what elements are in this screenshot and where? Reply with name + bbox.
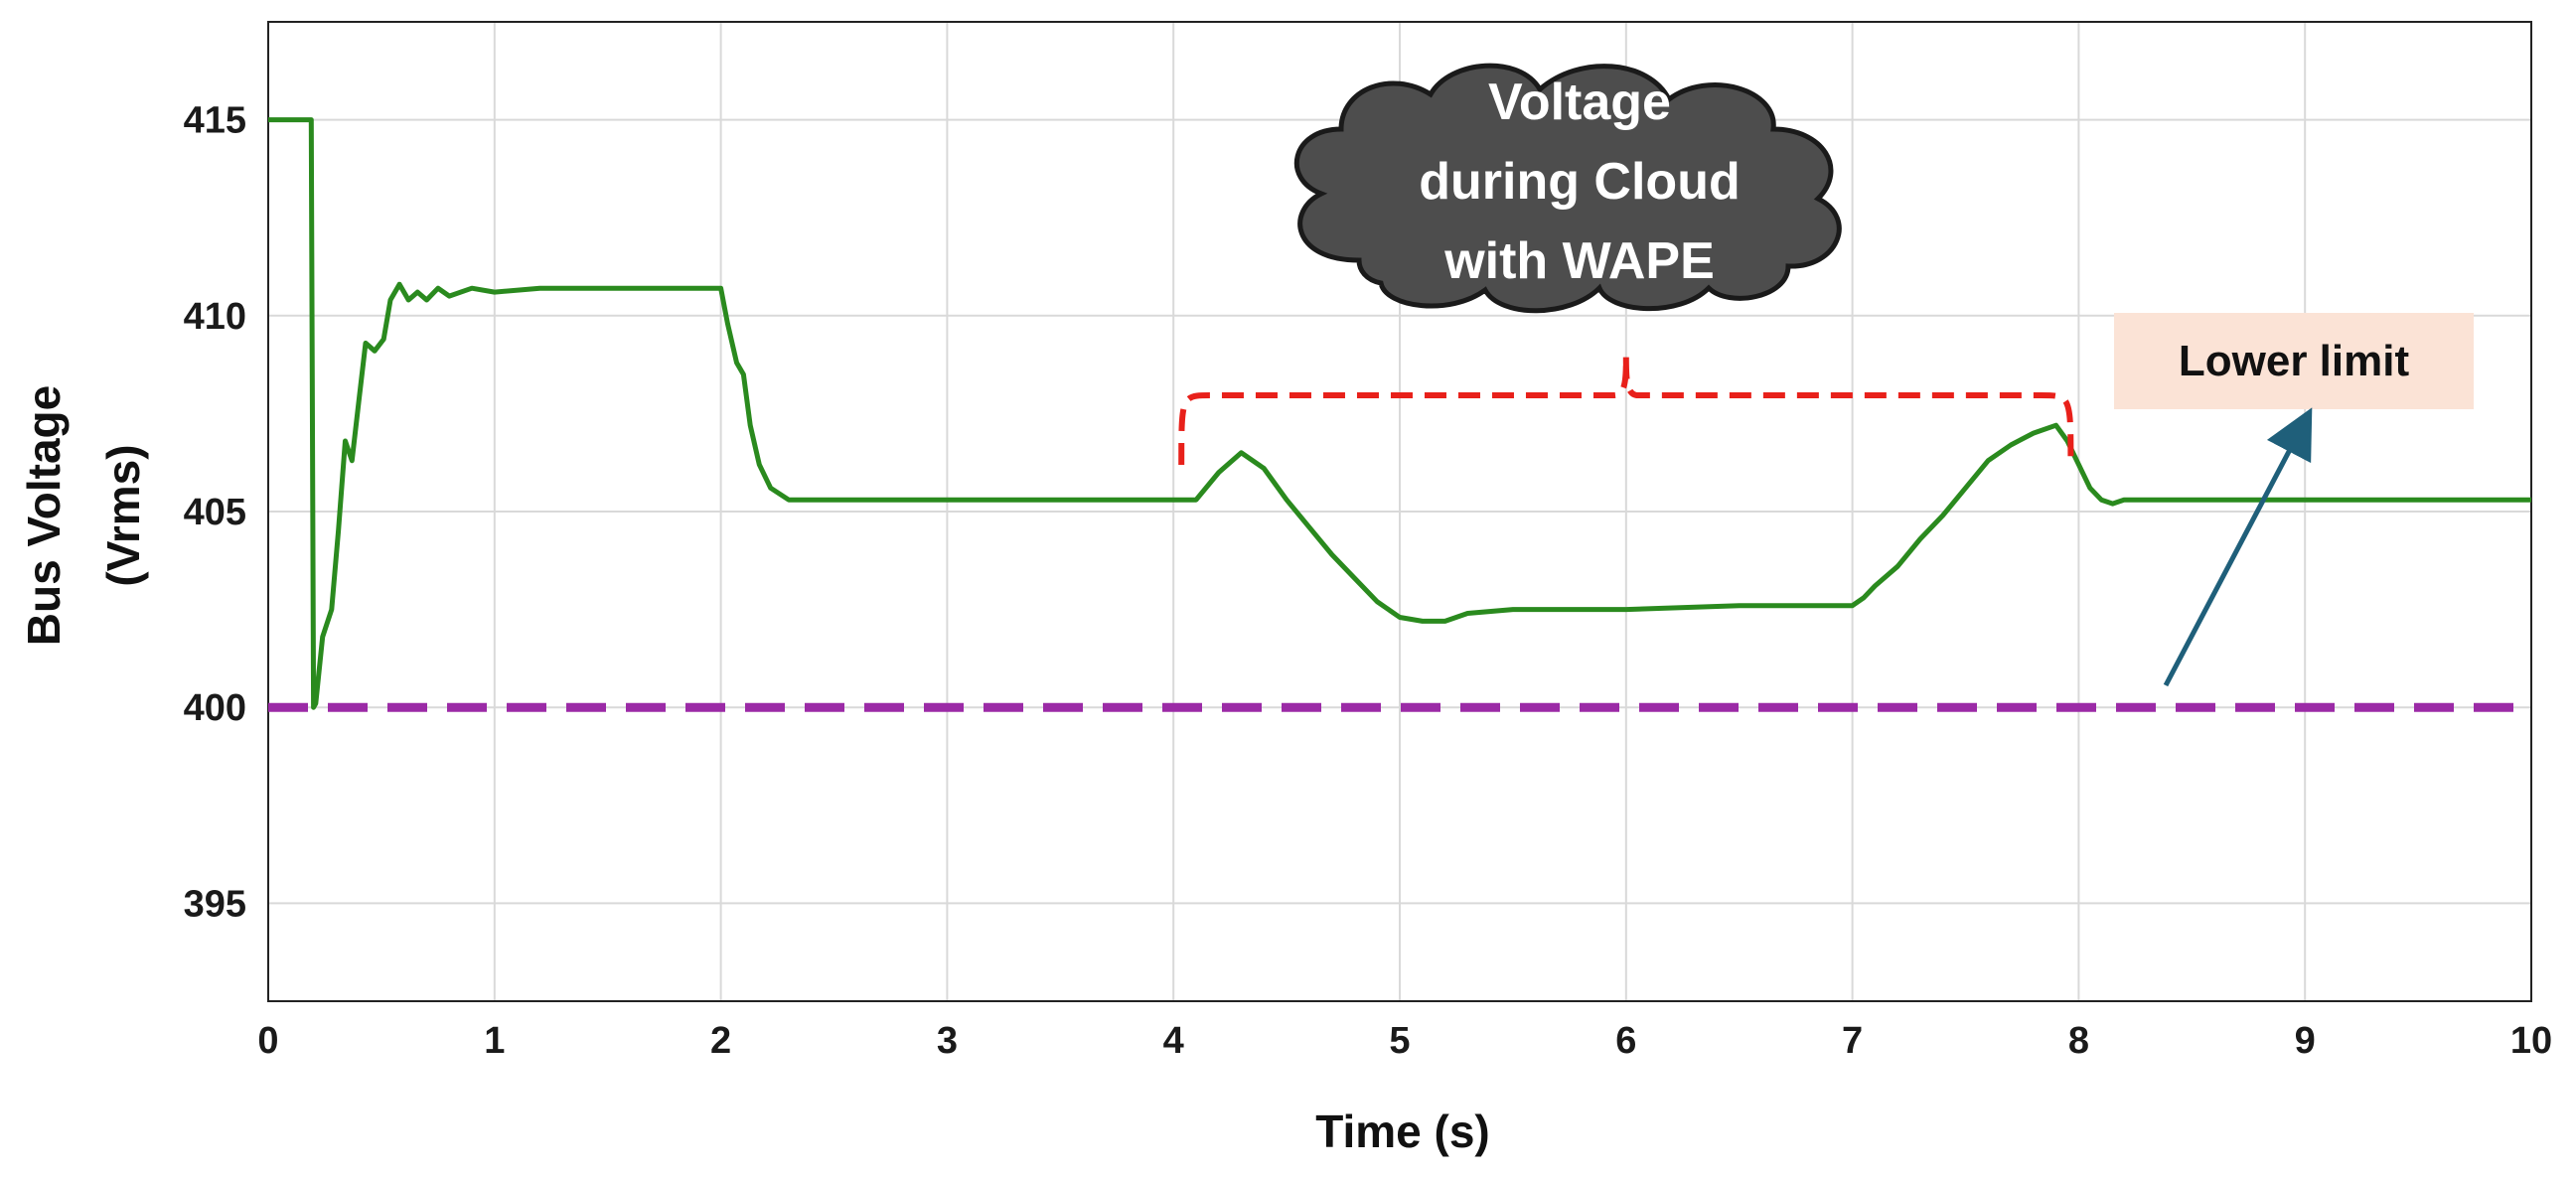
- plot-frame: [267, 21, 2532, 1002]
- x-axis-label: Time (s): [1315, 1105, 1490, 1157]
- y-tick-label: 405: [184, 492, 246, 533]
- bus-voltage-line: [268, 117, 2531, 710]
- x-tick-label: 7: [1842, 1020, 1863, 1062]
- y-tick-label: 410: [184, 296, 246, 338]
- lower-limit-label-box: [2114, 313, 2474, 409]
- cloud-icon: [1293, 63, 1842, 314]
- lower-limit-label: Lower limit: [2179, 337, 2410, 385]
- y-axis-label-line-2: (Vrms): [97, 444, 149, 586]
- x-tick-label: 2: [710, 1020, 731, 1062]
- cloud-text-line-2: during Cloud: [1419, 153, 1740, 211]
- y-tick-label: 395: [184, 883, 246, 925]
- x-tick-label: 5: [1389, 1020, 1410, 1062]
- y-axis-label-line-1: Bus Voltage: [18, 385, 70, 646]
- cloud-period-bracket: [1178, 355, 2074, 466]
- x-tick-labels: 0 1 2 3 4 5 6 7 8 9 10: [257, 1020, 2552, 1062]
- x-tick-label: 9: [2295, 1020, 2316, 1062]
- lower-limit-arrow: [2163, 407, 2313, 687]
- x-tick-label: 4: [1163, 1020, 1184, 1062]
- x-tick-label: 1: [484, 1020, 505, 1062]
- x-tick-label: 0: [257, 1020, 278, 1062]
- cloud-text-line-1: Voltage: [1488, 74, 1671, 131]
- y-tick-labels: 395 400 405 410 415: [184, 100, 246, 926]
- y-tick-label: 400: [184, 687, 246, 729]
- x-tick-label: 10: [2510, 1020, 2552, 1062]
- x-tick-label: 8: [2068, 1020, 2089, 1062]
- y-tick-label: 415: [184, 100, 246, 142]
- cloud-text-line-3: with WAPE: [1443, 232, 1715, 290]
- x-tick-label: 6: [1615, 1020, 1636, 1062]
- x-tick-label: 3: [937, 1020, 958, 1062]
- cloud-callout: Voltage during Cloud with WAPE: [1293, 63, 1842, 314]
